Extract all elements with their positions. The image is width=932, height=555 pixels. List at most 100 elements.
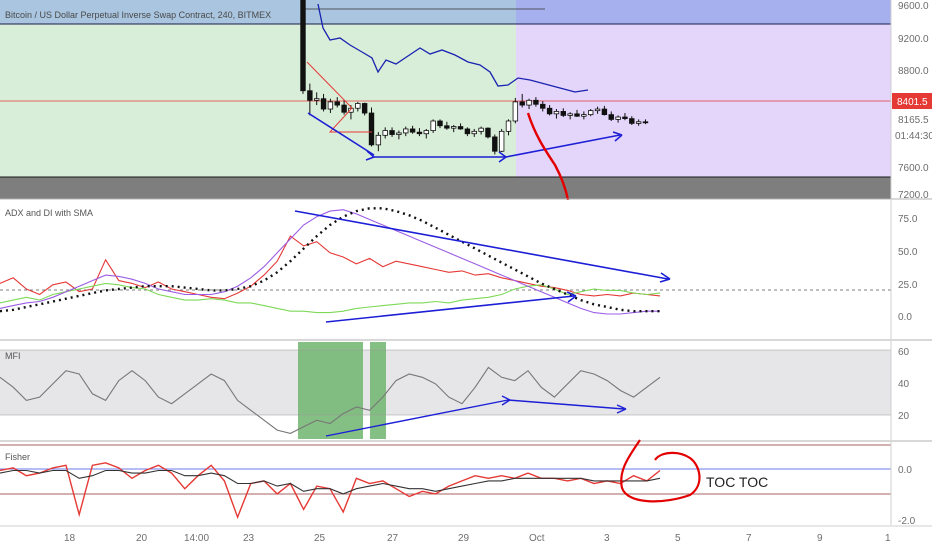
adx-panel[interactable]: ADX and DI with SMA	[0, 200, 891, 339]
time-tick-5: 5	[675, 533, 681, 544]
resistance-zone-blue-left	[0, 0, 516, 24]
candle-body	[341, 104, 347, 113]
countdown-label: 01:44:30	[895, 131, 932, 142]
arrowhead-2	[498, 151, 507, 163]
adx-tick-50: 50.0	[898, 247, 918, 258]
candle-body	[498, 130, 505, 152]
mfi-axis[interactable]: 60 40 20	[890, 341, 910, 440]
candle-body	[313, 98, 320, 101]
price-tick-9600: 9600.0	[898, 1, 929, 12]
candle-body	[368, 112, 375, 146]
candle-body	[485, 127, 491, 138]
candle-body	[389, 130, 395, 135]
arrowhead-1	[365, 150, 375, 161]
candle-body	[457, 126, 464, 130]
moving-average-line	[317, 3, 589, 93]
candle-body	[464, 128, 471, 135]
fisher-panel-label: Fisher	[5, 452, 30, 462]
candle-body	[588, 110, 594, 116]
fisher-tick-0: 0.0	[898, 465, 912, 476]
candle-body	[450, 126, 457, 129]
candle-body	[478, 127, 484, 132]
mfi-series-0	[0, 366, 661, 434]
trend-arrow-down-left	[307, 112, 375, 156]
candle-body	[444, 125, 450, 129]
mfi-tick-20: 20	[898, 411, 910, 422]
mfi-band	[0, 350, 891, 415]
adx-arrowhead-up	[566, 291, 577, 303]
sell-wedge-red-line	[306, 61, 372, 133]
time-tick-1: 1	[885, 533, 891, 544]
candle-body	[423, 130, 429, 135]
time-axis[interactable]: 18 20 14:00 23 25 27 29 Oct 3 5 7 9 1	[0, 525, 932, 544]
adx-series-1	[0, 282, 661, 314]
adx-arrowhead-down	[659, 272, 671, 283]
price-panel[interactable]: Bitcoin / US Dollar Perpetual Inverse Sw…	[0, 0, 891, 201]
candle-body	[355, 103, 361, 109]
candle-body	[540, 103, 546, 109]
price-tick-9200: 9200.0	[898, 34, 929, 45]
candle-body	[512, 101, 519, 122]
candle-body	[546, 107, 553, 115]
candle-body	[560, 111, 566, 116]
adx-tick-0: 0.0	[898, 312, 912, 323]
ma-polyline	[317, 3, 589, 93]
mfi-trend-arrow-1	[325, 399, 509, 437]
fisher-series-group	[0, 462, 661, 520]
price-tick-7600: 7600.0	[898, 163, 929, 174]
price-tick-8800: 8800.0	[898, 66, 929, 77]
mfi-panel-label: MFI	[5, 351, 21, 361]
mfi-tick-60: 60	[898, 347, 910, 358]
support-zone-dark	[0, 177, 891, 199]
candle-body	[505, 120, 512, 132]
adx-tick-75: 75.0	[898, 214, 918, 225]
trend-arrow-up-right	[505, 134, 621, 158]
mfi-arrowhead-2	[616, 404, 627, 414]
mfi-panel[interactable]: MFI	[0, 342, 891, 439]
mfi-arrowhead-1	[501, 395, 511, 406]
candle-body	[553, 111, 560, 115]
toc-circle-annotation	[620, 439, 701, 503]
candle-body	[348, 107, 354, 113]
candle-body	[471, 130, 477, 135]
adx-series-group	[0, 207, 661, 315]
mfi-trend-arrow-2	[507, 399, 625, 410]
candle-body	[382, 130, 388, 136]
fisher-tick-minus-2: -2.0	[898, 516, 916, 527]
fisher-axis[interactable]: 0.0 -2.0	[890, 442, 916, 527]
price-tick-7200: 7200.0	[898, 190, 929, 201]
candle-body	[594, 108, 601, 112]
arrowhead-3	[612, 131, 623, 142]
time-tick-23: 23	[243, 533, 255, 544]
adx-axis[interactable]: 75.0 50.0 25.0 0.0	[890, 200, 918, 339]
price-axis[interactable]: 9600.0 9200.0 8800.0 8401.5 8165.5 01:44…	[890, 0, 932, 201]
last-price-tag	[892, 93, 932, 109]
candle-body	[608, 114, 614, 120]
candle-body	[334, 101, 340, 106]
time-tick-27: 27	[387, 533, 399, 544]
candle-body	[635, 121, 642, 124]
red-freehand-curve	[526, 112, 570, 201]
candle-body	[437, 120, 443, 127]
candle-body	[533, 99, 539, 105]
candle-body	[574, 113, 580, 117]
candle-body	[320, 98, 327, 110]
time-tick-18: 18	[64, 533, 76, 544]
candle-body	[629, 118, 635, 124]
adx-trend-arrow-down	[294, 210, 669, 280]
candle-body	[300, 0, 306, 92]
price-tick-8165: 8165.5	[898, 115, 929, 126]
candle-body	[601, 108, 608, 116]
time-tick-7: 7	[746, 533, 752, 544]
candlestick-series	[300, 0, 649, 155]
adx-panel-label: ADX and DI with SMA	[5, 208, 93, 218]
fisher-panel[interactable]: Fisher TOC TOC	[0, 439, 891, 525]
fisher-series-1	[0, 469, 661, 495]
candle-body	[615, 116, 621, 120]
chart-title: Bitcoin / US Dollar Perpetual Inverse Sw…	[5, 10, 271, 20]
time-tick-1400: 14:00	[184, 533, 209, 544]
resistance-zone-blue-right	[516, 0, 891, 24]
adx-series-2	[0, 209, 660, 315]
